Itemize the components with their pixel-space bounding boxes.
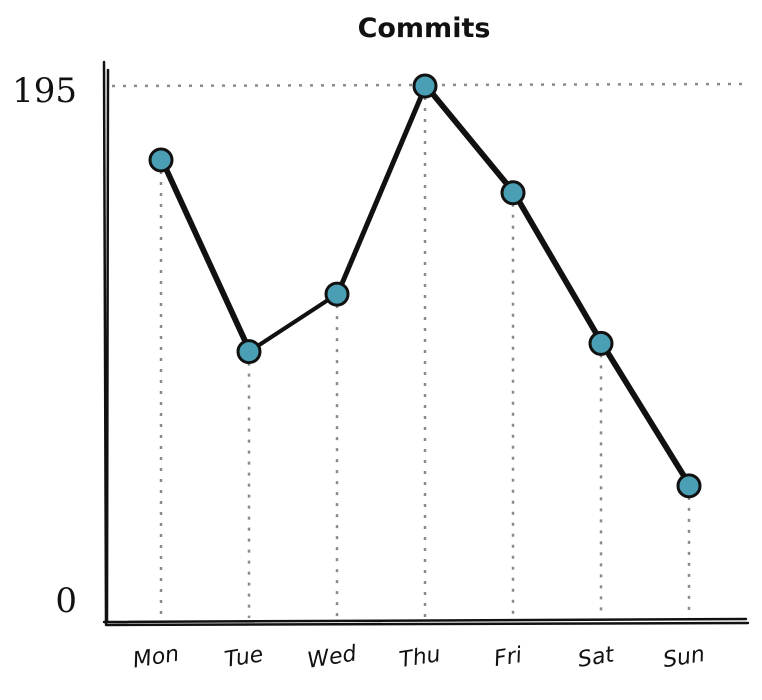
vertical-gridlines: [159, 86, 691, 618]
series-line-sketch: [160, 83, 693, 487]
data-point: [676, 473, 702, 499]
data-point: [324, 281, 350, 307]
x-tick-label: Mon: [131, 642, 181, 674]
x-tick-label: Wed: [306, 641, 360, 674]
y-tick-zero: 0: [55, 581, 77, 621]
x-tick-label: Thu: [398, 642, 443, 673]
data-point: [588, 330, 614, 356]
y-axis: [102, 60, 110, 626]
x-tick-labels: Mon Tue Wed Thu Fri Sat Sun: [131, 641, 706, 674]
chart-title: Commits: [358, 13, 491, 44]
data-point: [236, 339, 262, 365]
data-point: [148, 147, 174, 173]
points-layer: [148, 73, 702, 499]
x-tick-label: Sat: [576, 642, 617, 673]
x-tick-label: Tue: [223, 642, 265, 673]
x-tick-label: Sun: [661, 642, 706, 673]
y-tick-max: 195: [12, 71, 77, 111]
data-point: [412, 73, 438, 99]
x-tick-label: Fri: [492, 643, 523, 672]
data-point: [500, 180, 526, 206]
x-axis: [102, 617, 750, 627]
